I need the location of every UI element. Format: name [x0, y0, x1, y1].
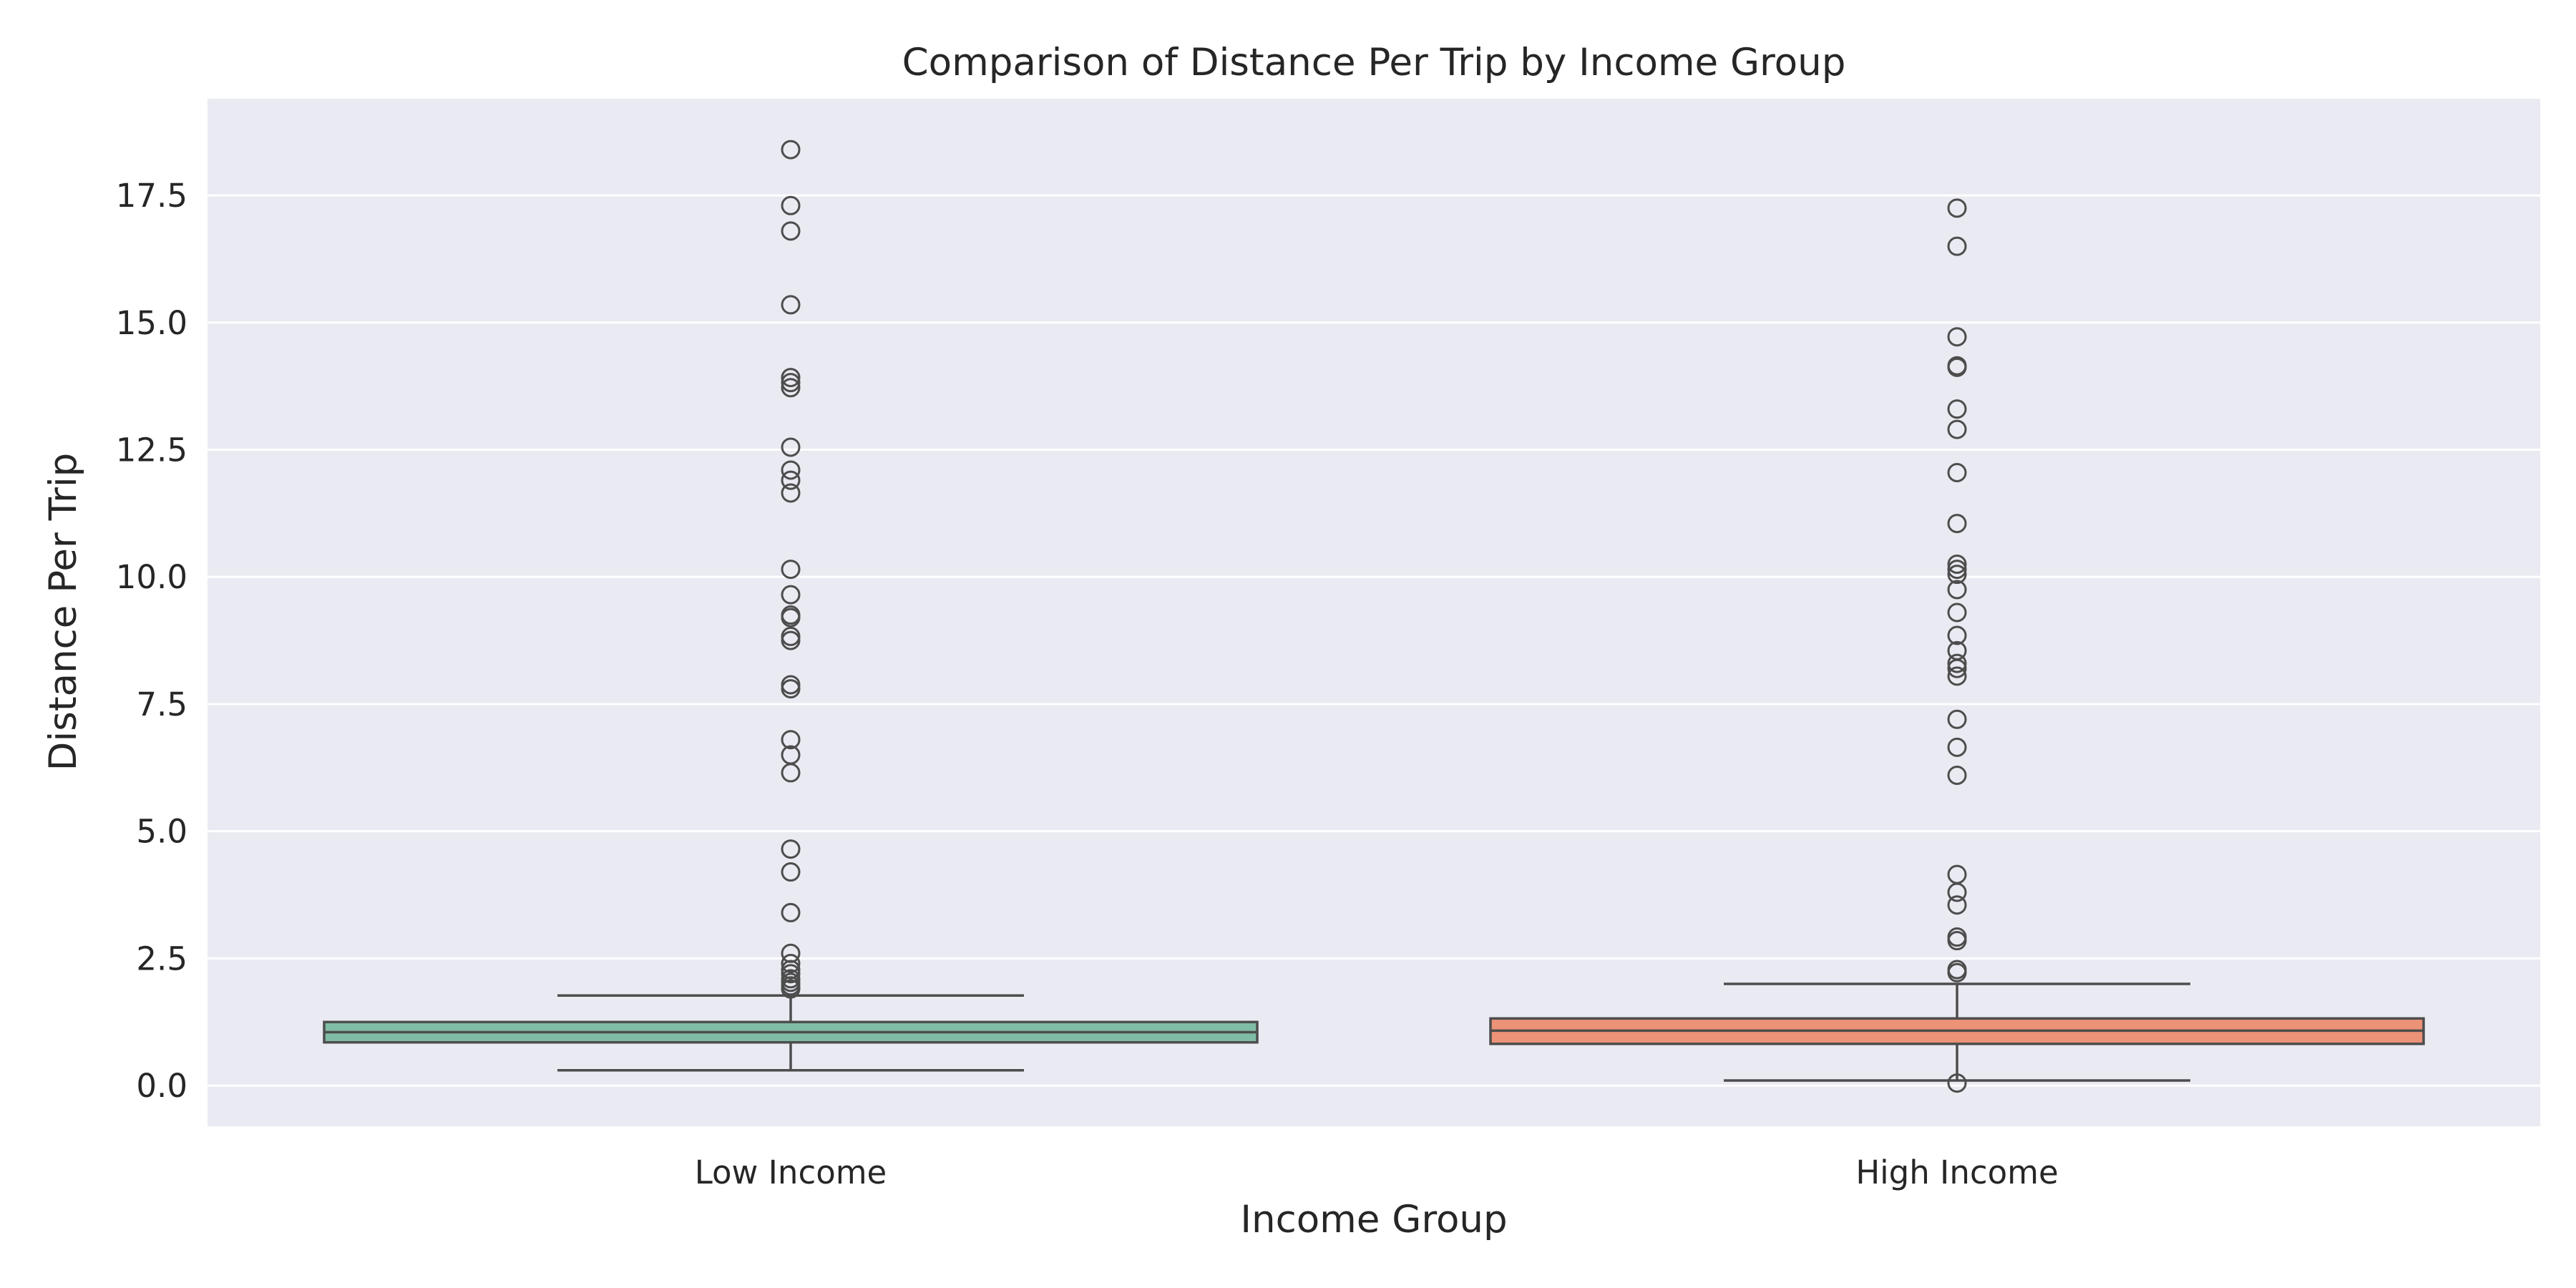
box-group [323, 994, 1259, 1072]
y-tick-label: 5.0 [136, 813, 187, 851]
outlier-point [781, 862, 801, 882]
boxes [323, 982, 2425, 1082]
x-tick-label: Low Income [695, 1153, 887, 1191]
outlier-point [1947, 580, 1967, 600]
outlier-point [781, 483, 801, 503]
outlier-point [1947, 602, 1967, 623]
outlier-point [781, 460, 801, 480]
y-tick-label: 17.5 [116, 177, 187, 215]
outlier-point [781, 140, 801, 160]
outlier-point [1947, 737, 1967, 757]
outlier-point [1947, 399, 1967, 419]
outlier-point [781, 437, 801, 457]
outlier-point [781, 221, 801, 241]
outlier-point [1947, 419, 1967, 439]
outlier-point [781, 954, 801, 974]
outlier-point [1947, 666, 1967, 686]
outlier-point [1947, 640, 1967, 660]
outlier-point [781, 675, 801, 695]
outlier-point [781, 368, 801, 388]
y-tick-labels: 0.0 2.5 5.0 7.5 10.0 12.5 15.0 17.5 [116, 177, 187, 1105]
outliers [781, 140, 1967, 1093]
grid-lines [208, 194, 2540, 1087]
outlier-point [1947, 864, 1967, 884]
outlier-point [781, 943, 801, 963]
x-axis-label: Income Group [1240, 1198, 1507, 1241]
y-tick-label: 2.5 [136, 940, 187, 977]
outlier-point [781, 605, 801, 625]
plot-background [208, 99, 2540, 1126]
outlier-point [1947, 1073, 1967, 1093]
outlier-point [1947, 927, 1967, 947]
outlier-point [1947, 960, 1967, 980]
outlier-point [1947, 625, 1967, 645]
box-group [1489, 982, 2425, 1082]
outlier-point [781, 745, 801, 765]
outlier-point [781, 195, 801, 215]
outlier-point [1947, 765, 1967, 785]
y-axis-label: Distance Per Trip [42, 453, 85, 771]
outlier-point [1947, 236, 1967, 256]
outlier-point [1947, 709, 1967, 729]
outlier-point [1947, 560, 1967, 580]
outlier-point [781, 373, 801, 393]
outlier-point [1947, 356, 1967, 376]
outlier-point [781, 585, 801, 605]
outlier-point [1947, 514, 1967, 534]
y-tick-label: 12.5 [116, 431, 187, 469]
outlier-point [781, 378, 801, 398]
outlier-point [781, 560, 801, 580]
outlier-point [781, 902, 801, 922]
outlier-point [781, 470, 801, 490]
outlier-point [1947, 565, 1967, 585]
outlier-point [1947, 327, 1967, 347]
outlier-point [1947, 463, 1967, 483]
y-tick-label: 0.0 [136, 1067, 187, 1105]
outlier-point [1947, 895, 1967, 915]
outlier-point [1947, 198, 1967, 218]
y-tick-label: 15.0 [116, 304, 187, 342]
y-tick-label: 7.5 [136, 686, 187, 723]
outlier-point [781, 626, 801, 646]
x-tick-labels: Low Income High Income [695, 1153, 2059, 1191]
outlier-point [781, 969, 801, 989]
outlier-point [1947, 653, 1967, 673]
y-tick-label: 10.0 [116, 558, 187, 596]
outlier-point [781, 839, 801, 859]
outlier-point [781, 730, 801, 750]
outlier-point [1947, 554, 1967, 574]
outlier-point [781, 295, 801, 315]
x-tick-label: High Income [1855, 1153, 2058, 1191]
chart-title: Comparison of Distance Per Trip by Incom… [902, 41, 1846, 84]
